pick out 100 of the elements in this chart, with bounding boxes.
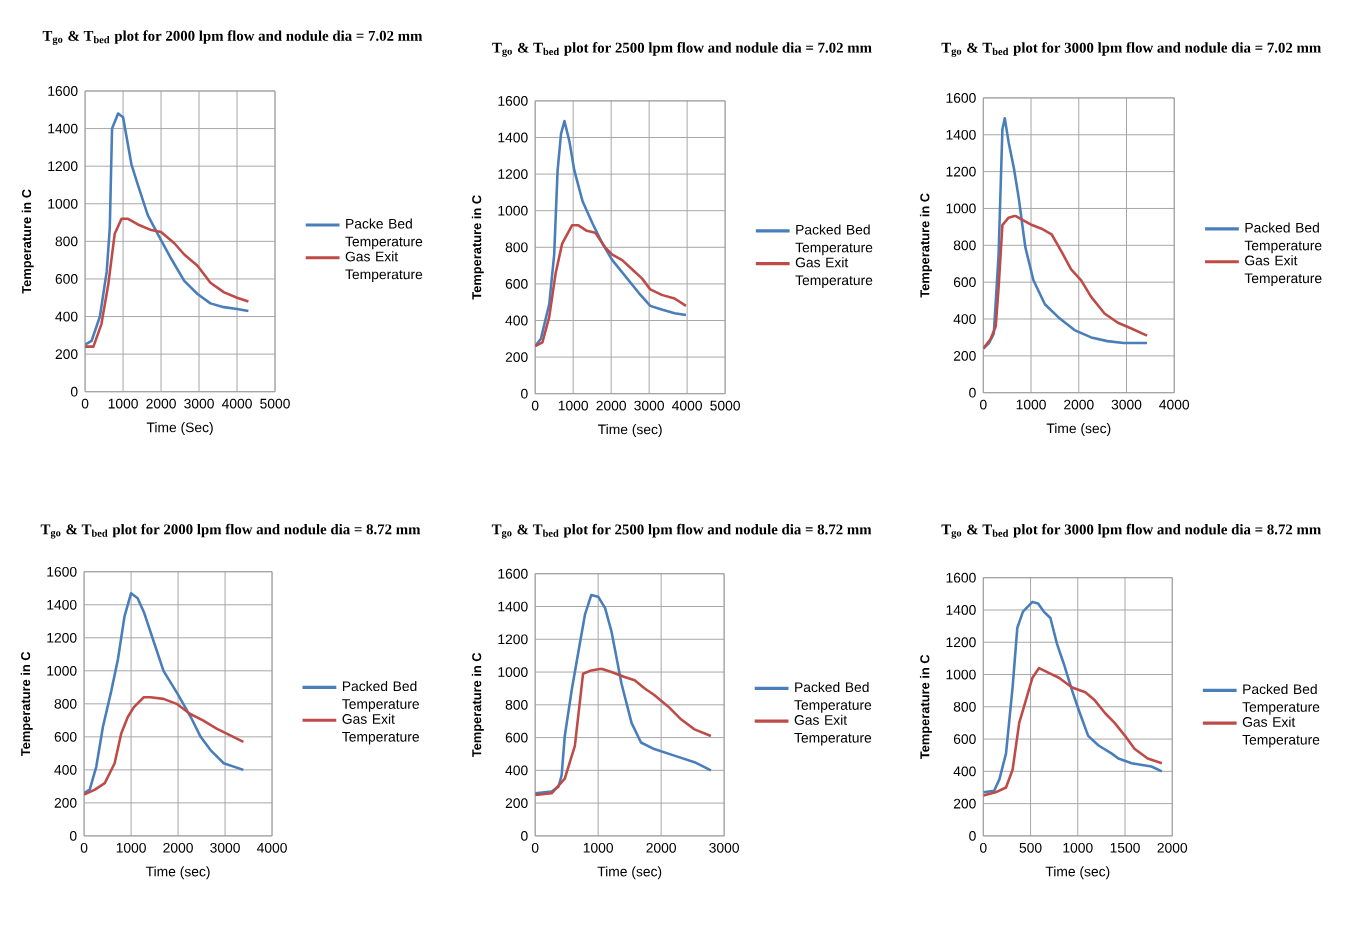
line-series bbox=[535, 224, 688, 348]
y-tick-label: 1000 bbox=[498, 205, 528, 216]
x-axis-title: Time (sec) bbox=[1046, 423, 1111, 437]
chart-title: T$_{go}$ & T$_{bed}$ plot for 2000 lpm flow and nodule dia = 8.72 mm bbox=[40, 523, 421, 539]
x-tick-label: 0 bbox=[531, 400, 539, 411]
x-tick-label: 1000 bbox=[1063, 843, 1093, 853]
y-tick-label: 800 bbox=[953, 702, 976, 712]
y-tick-label: 1600 bbox=[498, 96, 528, 106]
legend-label: Packe Bed Temperature bbox=[345, 218, 423, 250]
y-tick-label: 200 bbox=[55, 349, 78, 360]
x-tick-label: 4000 bbox=[672, 400, 702, 411]
y-axis-title: Temperature in C bbox=[919, 654, 932, 760]
y-tick-label: 1000 bbox=[946, 203, 976, 214]
y-axis-title: Temperature in C bbox=[21, 189, 34, 294]
y-tick-label: 200 bbox=[54, 798, 77, 808]
y-tick-label: 1400 bbox=[498, 132, 528, 143]
x-tick-label: 0 bbox=[80, 843, 88, 853]
y-tick-label: 0 bbox=[969, 387, 976, 398]
x-tick-label: 3000 bbox=[184, 398, 214, 409]
y-tick-label: 600 bbox=[55, 274, 78, 284]
chart-title: T$_{go}$ & T$_{bed}$ plot for 3000 lpm flow and nodule dia = 8.72 mm bbox=[941, 523, 1321, 539]
y-tick-label: 800 bbox=[55, 236, 78, 247]
x-tick-label: 5000 bbox=[710, 400, 740, 411]
line-series bbox=[535, 593, 713, 795]
y-tick-label: 0 bbox=[969, 831, 976, 841]
y-tick-label: 1600 bbox=[946, 93, 976, 103]
y-tick-label: 400 bbox=[54, 765, 77, 775]
x-tick-label: 0 bbox=[979, 843, 987, 853]
legend-label: Gas Exit Temperature bbox=[795, 257, 873, 289]
x-tick-label: 2000 bbox=[596, 400, 627, 411]
y-axis-title: Temperature in C bbox=[471, 195, 484, 300]
x-tick-label: 1000 bbox=[583, 843, 614, 853]
legend-label: Packed Bed Temperature bbox=[1244, 222, 1322, 254]
y-tick-label: 1600 bbox=[946, 572, 976, 583]
y-tick-label: 1200 bbox=[48, 161, 78, 172]
x-tick-label: 2000 bbox=[646, 843, 677, 853]
x-axis-title: Time (sec) bbox=[598, 424, 662, 438]
y-tick-label: 1400 bbox=[946, 130, 976, 140]
line-series bbox=[983, 214, 1149, 350]
x-tick-label: 2000 bbox=[146, 398, 176, 409]
y-tick-label: 600 bbox=[953, 277, 976, 288]
y-tick-label: 200 bbox=[953, 351, 976, 361]
x-axis-title: Time (sec) bbox=[145, 866, 210, 880]
y-tick-label: 600 bbox=[505, 732, 528, 743]
x-tick-label: 3000 bbox=[1111, 399, 1142, 410]
legend-label: Packed Bed Temperature bbox=[794, 682, 872, 713]
y-tick-label: 800 bbox=[505, 242, 528, 253]
legend-label: Gas Exit Temperature bbox=[1242, 716, 1320, 748]
y-tick-label: 1000 bbox=[47, 666, 77, 676]
x-tick-label: 0 bbox=[81, 398, 89, 409]
x-tick-label: 5000 bbox=[260, 398, 290, 409]
line-series bbox=[85, 112, 250, 347]
x-tick-label: 0 bbox=[979, 399, 987, 410]
y-tick-label: 0 bbox=[521, 831, 528, 841]
y-tick-label: 200 bbox=[953, 798, 976, 809]
y-tick-label: 0 bbox=[521, 388, 528, 399]
y-tick-label: 1000 bbox=[946, 669, 976, 680]
legend-label: Packed Bed Temperature bbox=[1242, 684, 1320, 715]
x-tick-label: 1500 bbox=[1110, 843, 1140, 853]
x-tick-label: 2000 bbox=[163, 843, 193, 853]
line-series bbox=[84, 592, 245, 795]
y-tick-label: 400 bbox=[953, 314, 976, 325]
y-tick-label: 1200 bbox=[498, 634, 528, 645]
y-tick-label: 600 bbox=[505, 279, 528, 289]
x-tick-label: 3000 bbox=[634, 400, 665, 411]
chart-title: T$_{go}$ & T$_{bed}$ plot for 2000 lpm flow and nodule dia = 7.02 mm bbox=[42, 30, 423, 46]
legend-label: Gas Exit Temperature bbox=[1244, 255, 1322, 287]
x-tick-label: 1000 bbox=[108, 398, 138, 409]
y-tick-label: 1000 bbox=[48, 199, 78, 209]
y-tick-label: 1400 bbox=[48, 123, 78, 134]
chart-title: T$_{go}$ & T$_{bed}$ plot for 2500 lpm flow and nodule dia = 7.02 mm bbox=[492, 42, 872, 57]
x-tick-label: 0 bbox=[531, 843, 539, 853]
y-tick-label: 800 bbox=[953, 240, 976, 251]
y-tick-label: 1200 bbox=[498, 169, 528, 180]
line-series bbox=[85, 217, 250, 349]
y-tick-label: 1000 bbox=[498, 667, 528, 678]
y-tick-label: 1600 bbox=[48, 86, 78, 97]
y-tick-label: 200 bbox=[505, 352, 528, 363]
legend-label: Gas Exit Temperature bbox=[345, 251, 423, 283]
line-series bbox=[983, 117, 1149, 350]
x-tick-label: 4000 bbox=[256, 843, 287, 853]
x-tick-label: 4000 bbox=[221, 398, 252, 409]
y-tick-label: 0 bbox=[70, 386, 78, 397]
y-tick-label: 600 bbox=[953, 734, 976, 745]
legend-label: Packed Bed Temperature bbox=[342, 681, 419, 712]
y-tick-label: 400 bbox=[505, 765, 528, 776]
line-series bbox=[535, 667, 713, 797]
y-tick-label: 1600 bbox=[47, 567, 77, 577]
y-tick-label: 200 bbox=[505, 798, 528, 809]
line-series bbox=[983, 600, 1164, 794]
y-tick-label: 400 bbox=[55, 311, 78, 322]
x-tick-label: 1000 bbox=[116, 843, 146, 853]
chart-title: T$_{go}$ & T$_{bed}$ plot for 3000 lpm flow and nodule dia = 7.02 mm bbox=[941, 42, 1321, 57]
y-tick-label: 400 bbox=[953, 766, 976, 777]
y-axis-title: Temperature in C bbox=[919, 193, 932, 298]
y-axis-title: Temperature in C bbox=[20, 651, 33, 757]
x-tick-label: 2000 bbox=[1064, 399, 1094, 410]
x-tick-label: 500 bbox=[1019, 843, 1042, 853]
chart-title: T$_{go}$ & T$_{bed}$ plot for 2500 lpm flow and nodule dia = 8.72 mm bbox=[491, 523, 872, 539]
x-tick-label: 3000 bbox=[709, 843, 739, 853]
